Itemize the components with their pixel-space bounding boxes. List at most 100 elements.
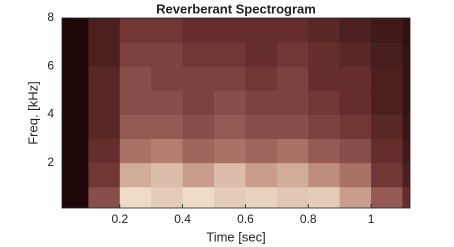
heatmap-cell (214, 18, 246, 43)
heatmap-cell (308, 114, 341, 140)
heatmap-cell (151, 162, 184, 188)
heatmap-cell (214, 186, 246, 208)
heatmap-cell (182, 186, 215, 208)
heatmap-cell (88, 114, 121, 140)
heatmap-cell (119, 186, 152, 208)
heatmap-cell (151, 18, 184, 43)
x-tick-label: 0.6 (237, 212, 254, 226)
heatmap-cell (62, 138, 89, 164)
heatmap-cell (151, 66, 184, 91)
heatmap-cell (151, 90, 184, 115)
heatmap-cell (214, 66, 246, 91)
heatmap-cell (119, 18, 152, 43)
heatmap-cell (308, 90, 341, 115)
heatmap-cell (402, 162, 410, 188)
heatmap-cell (182, 18, 215, 43)
heatmap-cell (88, 18, 121, 43)
heatmap-cell (182, 42, 215, 67)
heatmap-cell (245, 138, 278, 164)
heatmap-cell (402, 66, 410, 91)
heatmap-cell (276, 90, 309, 115)
heatmap-cell (371, 42, 403, 67)
heatmap-cell (182, 90, 215, 115)
heatmap-cell (62, 162, 89, 188)
heatmap-cell (276, 186, 309, 208)
heatmap-cell (402, 18, 410, 43)
y-tick-label: 8 (47, 10, 54, 24)
x-tick-label: 0.8 (300, 212, 317, 226)
heatmap-cell (182, 138, 215, 164)
heatmap-cell (371, 18, 403, 43)
heatmap-cell (339, 186, 372, 208)
heatmap-cell (62, 66, 89, 91)
heatmap-cell (151, 42, 184, 67)
heatmap-cell (119, 162, 152, 188)
plot-frame (61, 17, 411, 209)
heatmap-cell (339, 66, 372, 91)
heatmap-cell (119, 66, 152, 91)
heatmap-cell (276, 18, 309, 43)
heatmap-cell (62, 42, 89, 67)
y-tick-label: 2 (47, 155, 54, 169)
heatmap-cell (88, 162, 121, 188)
heatmap-cell (339, 114, 372, 140)
heatmap-cell (182, 162, 215, 188)
heatmap-cell (214, 162, 246, 188)
heatmap-cell (182, 114, 215, 140)
heatmap-cell (402, 138, 410, 164)
heatmap-cell (308, 18, 341, 43)
heatmap-cell (119, 90, 152, 115)
heatmap-cell (62, 114, 89, 140)
heatmap-cell (371, 138, 403, 164)
heatmap-cell (214, 114, 246, 140)
heatmap-cell (308, 138, 341, 164)
heatmap-cell (88, 66, 121, 91)
heatmap-cell (62, 90, 89, 115)
heatmap-cell (371, 162, 403, 188)
y-axis-label: Freq. [kHz] (25, 81, 40, 145)
heatmap-cell (245, 18, 278, 43)
heatmap-cell (308, 42, 341, 67)
x-tick-label: 0.2 (111, 212, 128, 226)
heatmap-cell (402, 42, 410, 67)
heatmap-cell (339, 42, 372, 67)
x-axis-label: Time [sec] (206, 229, 265, 244)
heatmap-cell (276, 42, 309, 67)
heatmap-cell (245, 162, 278, 188)
heatmap-cell (276, 114, 309, 140)
x-tick-label: 1 (368, 212, 375, 226)
heatmap-cell (88, 138, 121, 164)
heatmap-cell (182, 66, 215, 91)
heatmap-cell (402, 186, 410, 208)
heatmap-cell (62, 186, 89, 208)
heatmap-cell (88, 42, 121, 67)
heatmap-cell (339, 162, 372, 188)
heatmap-cell (308, 66, 341, 91)
heatmap-cell (371, 186, 403, 208)
heatmap-cell (308, 162, 341, 188)
heatmap-cell (276, 138, 309, 164)
heatmap-cell (371, 90, 403, 115)
heatmap-cell (245, 186, 278, 208)
heatmap-cell (151, 114, 184, 140)
heatmap-cell (245, 114, 278, 140)
heatmap-cell (276, 66, 309, 91)
heatmap-cell (402, 114, 410, 140)
heatmap-cell (151, 186, 184, 208)
heatmap-cell (245, 66, 278, 91)
heatmap-cell (402, 90, 410, 115)
heatmap-cell (119, 138, 152, 164)
heatmap-cell (339, 18, 372, 43)
heatmap-cell (88, 186, 121, 208)
heatmap-cell (214, 90, 246, 115)
x-tick-label: 0.4 (174, 212, 191, 226)
heatmap-cell (88, 90, 121, 115)
heatmap (62, 18, 410, 208)
heatmap-cell (276, 162, 309, 188)
heatmap-cell (214, 138, 246, 164)
heatmap-cell (339, 90, 372, 115)
heatmap-cell (308, 186, 341, 208)
heatmap-cell (371, 66, 403, 91)
